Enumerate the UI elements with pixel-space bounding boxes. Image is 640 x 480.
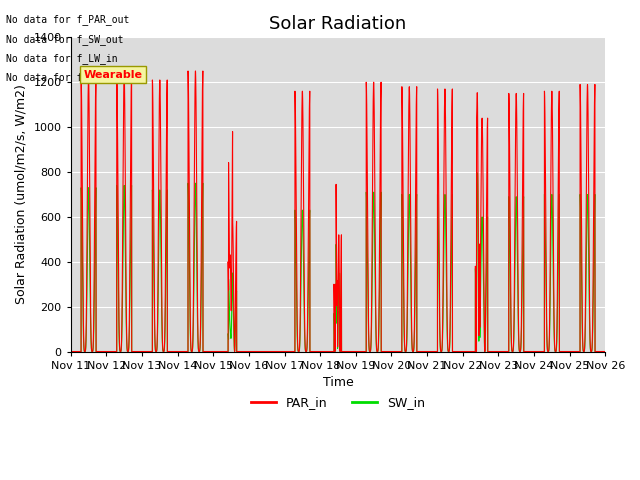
PAR_in <box>184 68 192 74</box>
PAR_in <box>468 348 476 354</box>
SW_in <box>95 348 102 354</box>
Line: SW_in: SW_in <box>70 173 605 351</box>
Text: No data for f_LW_out: No data for f_LW_out <box>6 72 124 83</box>
PAR_in <box>504 348 511 354</box>
SW_in <box>468 348 476 354</box>
SW_in <box>474 170 481 176</box>
SW_in <box>483 230 491 236</box>
SW_in <box>504 348 511 354</box>
SW_in <box>602 348 609 354</box>
PAR_in <box>497 348 504 354</box>
SW_in <box>67 348 74 354</box>
PAR_in <box>67 348 74 354</box>
Line: PAR_in: PAR_in <box>70 71 605 351</box>
Text: Wearable: Wearable <box>83 70 142 80</box>
PAR_in <box>483 143 491 148</box>
SW_in <box>497 348 504 354</box>
PAR_in <box>602 348 609 354</box>
Title: Solar Radiation: Solar Radiation <box>269 15 406 33</box>
Legend: PAR_in, SW_in: PAR_in, SW_in <box>246 391 430 414</box>
Text: No data for f_SW_out: No data for f_SW_out <box>6 34 124 45</box>
SW_in <box>408 344 416 349</box>
Text: No data for f_PAR_out: No data for f_PAR_out <box>6 14 130 25</box>
PAR_in <box>95 348 102 354</box>
Y-axis label: Solar Radiation (umol/m2/s, W/m2): Solar Radiation (umol/m2/s, W/m2) <box>15 84 28 304</box>
PAR_in <box>408 341 416 347</box>
X-axis label: Time: Time <box>323 376 353 389</box>
Text: No data for f_LW_in: No data for f_LW_in <box>6 53 118 64</box>
